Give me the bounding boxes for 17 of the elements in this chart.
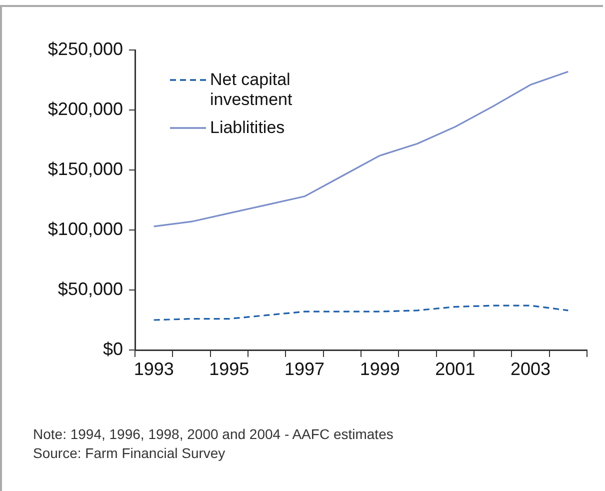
x-tick-label: 1999 bbox=[360, 358, 400, 379]
y-tick-label: $50,000 bbox=[58, 278, 123, 299]
x-tick-label: 2001 bbox=[435, 358, 476, 379]
legend-label: Net capital investment bbox=[210, 70, 294, 110]
x-tick-label: 1993 bbox=[134, 358, 174, 379]
y-tick-label: $200,000 bbox=[48, 98, 123, 119]
x-tick-label: 2003 bbox=[510, 358, 551, 379]
y-tick-label: $100,000 bbox=[48, 218, 123, 239]
y-tick-label: $150,000 bbox=[48, 158, 123, 179]
text: Note: 1994, 1996, 1998, 2000 and 2004 - AAFC estimates bbox=[33, 425, 394, 444]
legend-label: Liablitities bbox=[210, 118, 286, 138]
line-series bbox=[153, 304, 569, 321]
y-tick-label: $0 bbox=[102, 338, 123, 359]
y-tick-label: $250,000 bbox=[48, 38, 123, 59]
x-tick-label: 1995 bbox=[209, 358, 250, 379]
source-note: Source: Farm Financial Survey bbox=[33, 444, 226, 463]
x-tick-label: 1997 bbox=[284, 358, 325, 379]
